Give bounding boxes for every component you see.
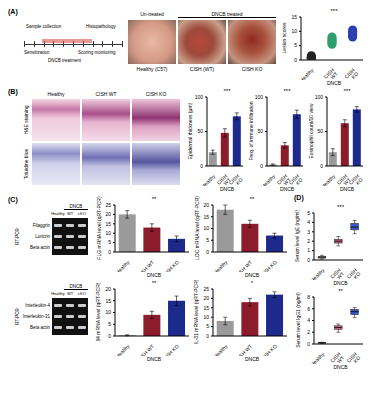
svg-text:10: 10 [105, 230, 111, 236]
svg-text:3: 3 [307, 229, 310, 235]
svg-text:CISHKO: CISHKO [343, 67, 360, 80]
svg-text:CISHWT: CISHWT [323, 67, 340, 80]
svg-text:2: 2 [307, 329, 310, 335]
svg-text:15: 15 [203, 214, 209, 220]
svg-text:4: 4 [307, 317, 310, 323]
svg-text:Healthy: Healthy [212, 259, 229, 272]
svg-text:0: 0 [260, 163, 263, 169]
svg-text:0: 0 [206, 249, 209, 255]
svg-text:6: 6 [307, 306, 310, 312]
svg-text:5: 5 [294, 42, 297, 48]
svg-text:Healthy: Healthy [200, 173, 217, 186]
svg-text:Healthy: Healthy [320, 173, 337, 186]
svg-text:CISHKO: CISHKO [348, 173, 365, 186]
svg-text:CISHKO: CISHKO [345, 267, 362, 280]
svg-text:5: 5 [307, 211, 310, 216]
svg-text:100: 100 [195, 95, 203, 100]
svg-text:CISH KO: CISH KO [161, 259, 180, 272]
svg-text:50: 50 [197, 128, 203, 134]
svg-text:5: 5 [108, 321, 111, 327]
svg-text:0: 0 [307, 341, 310, 347]
svg-text:Healthy: Healthy [298, 67, 315, 80]
svg-text:10: 10 [203, 225, 209, 231]
svg-text:0: 0 [206, 333, 209, 339]
svg-text:15: 15 [105, 298, 111, 304]
svg-text:CISHKO: CISHKO [288, 173, 305, 186]
svg-text:10: 10 [203, 314, 209, 320]
svg-text:Healthy: Healthy [114, 343, 131, 356]
svg-text:1: 1 [307, 247, 310, 253]
svg-text:15: 15 [105, 221, 111, 227]
svg-text:CISH KO: CISH KO [161, 343, 180, 356]
svg-text:10: 10 [291, 28, 297, 34]
svg-text:CISHKO: CISHKO [345, 351, 362, 364]
svg-text:15: 15 [203, 305, 209, 311]
svg-text:CISH KO: CISH KO [259, 343, 278, 356]
svg-text:4: 4 [307, 219, 310, 225]
svg-text:Healthy: Healthy [309, 267, 326, 280]
svg-text:Healthy: Healthy [114, 259, 131, 272]
svg-text:2: 2 [307, 238, 310, 244]
svg-text:0: 0 [307, 257, 310, 263]
svg-text:0: 0 [108, 333, 111, 339]
svg-text:CISHWT: CISHWT [329, 351, 346, 364]
svg-text:100: 100 [255, 95, 263, 100]
svg-text:CISH WT: CISH WT [136, 259, 155, 272]
svg-text:Healthy: Healthy [309, 351, 326, 364]
svg-text:25: 25 [105, 203, 111, 208]
svg-text:Healthy: Healthy [260, 173, 277, 186]
svg-text:20: 20 [203, 295, 209, 301]
svg-text:Healthy: Healthy [212, 343, 229, 356]
svg-text:CISH WT: CISH WT [136, 343, 155, 356]
svg-text:8: 8 [307, 295, 310, 300]
svg-text:5: 5 [206, 323, 209, 329]
svg-text:50: 50 [317, 128, 323, 134]
svg-text:25: 25 [203, 287, 209, 292]
svg-text:CISH WT: CISH WT [234, 343, 253, 356]
svg-text:CISH WT: CISH WT [234, 259, 253, 272]
svg-text:CISHWT: CISHWT [329, 267, 346, 280]
svg-text:20: 20 [105, 211, 111, 217]
svg-text:20: 20 [203, 203, 209, 208]
svg-text:0: 0 [200, 163, 203, 169]
svg-text:20: 20 [105, 287, 111, 292]
svg-text:50: 50 [257, 128, 263, 134]
svg-text:100: 100 [315, 95, 323, 100]
svg-text:5: 5 [108, 239, 111, 245]
svg-text:CISHKO: CISHKO [228, 173, 245, 186]
svg-text:10: 10 [105, 309, 111, 315]
svg-text:0: 0 [108, 249, 111, 255]
svg-text:CISH KO: CISH KO [259, 259, 278, 272]
svg-text:0: 0 [294, 57, 297, 63]
svg-text:0: 0 [320, 163, 323, 169]
svg-text:15: 15 [291, 15, 297, 20]
svg-text:5: 5 [206, 237, 209, 243]
